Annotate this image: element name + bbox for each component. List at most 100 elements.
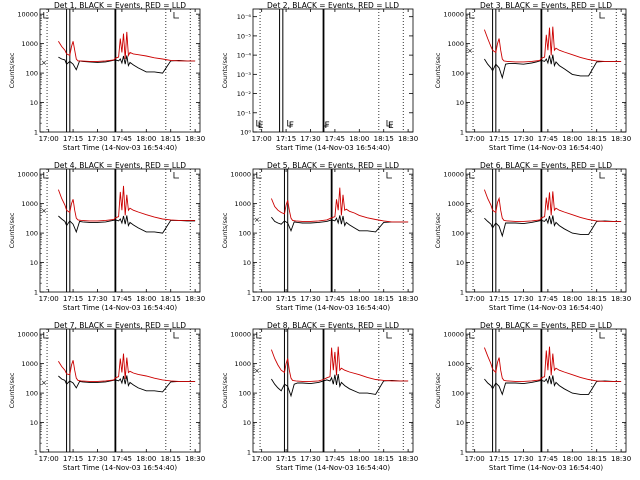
- panel-det-6: Det 6, BLACK = Events, RED = LLD × 17:00 17…: [434, 161, 631, 312]
- panel-title: Det 5, BLACK = Events, RED = LLD: [267, 161, 399, 170]
- x-tick-label: 18:30: [611, 135, 631, 143]
- flag-marker: [256, 120, 262, 127]
- y-tick-label: 10: [456, 99, 464, 107]
- y-axis-label: Counts/sec: [8, 52, 16, 88]
- x-tick-label: 17:00: [465, 135, 485, 143]
- x-tick-label: 18:00: [349, 455, 369, 463]
- y-tick-label: 10000: [443, 171, 464, 179]
- x-axis-label: Start Time (14-Nov-03 16:54:40): [63, 304, 177, 312]
- flag-marker: [323, 120, 329, 127]
- series-line-lld: [58, 353, 196, 382]
- x-axis-label: Start Time (14-Nov-03 16:54:40): [489, 304, 603, 312]
- series-line-lld: [483, 189, 622, 222]
- plot-frame: [252, 168, 414, 293]
- x-tick-label: 17:30: [87, 295, 107, 303]
- start-marker: ×: [41, 379, 47, 387]
- panel-title: Det 8, BLACK = Events, RED = LLD: [267, 321, 399, 330]
- x-tick-label: 17:15: [276, 135, 296, 143]
- start-marker: ×: [467, 365, 473, 373]
- y-tick-label: 10⁻²: [237, 90, 252, 98]
- y-tick-label: 10: [30, 99, 38, 107]
- x-tick-label: 17:45: [112, 455, 132, 463]
- y-tick-label: 10: [243, 259, 251, 267]
- x-tick-label: 17:30: [513, 455, 533, 463]
- y-tick-label: 10: [456, 419, 464, 427]
- x-tick-label: 18:00: [562, 295, 582, 303]
- x-tick-label: 17:45: [538, 295, 558, 303]
- series-line-lld: [483, 26, 622, 63]
- y-tick-label: 10000: [17, 331, 38, 339]
- y-tick-label: 100: [452, 230, 464, 238]
- plot-frame: [252, 328, 414, 453]
- y-axis-label: Counts/sec: [434, 52, 442, 88]
- y-tick-label: 10000: [230, 331, 251, 339]
- x-tick-label: 17:15: [63, 135, 83, 143]
- panel-title: Det 3, BLACK = Events, RED = LLD: [480, 1, 612, 10]
- series-line-lld: [270, 346, 409, 382]
- panel-det-7: Det 7, BLACK = Events, RED = LLD × 17:00 17…: [8, 321, 205, 472]
- flag-marker: [173, 172, 179, 179]
- y-tick-label: 10000: [443, 331, 464, 339]
- x-tick-label: 17:00: [252, 135, 272, 143]
- x-tick-label: 17:00: [39, 135, 59, 143]
- x-tick-label: 17:45: [112, 295, 132, 303]
- y-tick-label: 100: [26, 70, 38, 78]
- y-tick-label: 10: [30, 259, 38, 267]
- flag-marker: [386, 332, 392, 339]
- x-axis-label: Start Time (14-Nov-03 16:54:40): [489, 464, 603, 472]
- x-tick-label: 17:45: [538, 455, 558, 463]
- x-tick-label: 17:45: [538, 135, 558, 143]
- y-axis-label: Counts/sec: [221, 372, 229, 408]
- y-tick-label: 10: [30, 419, 38, 427]
- x-tick-label: 18:15: [374, 135, 394, 143]
- flag-marker: [43, 332, 49, 339]
- series-line-events: [271, 215, 409, 233]
- x-tick-label: 18:15: [161, 295, 181, 303]
- x-axis-label: Start Time (14-Nov-03 16:54:40): [63, 464, 177, 472]
- flag-marker: [599, 12, 605, 19]
- panel-title: Det 4, BLACK = Events, RED = LLD: [54, 161, 186, 170]
- y-tick-label: 10: [243, 419, 251, 427]
- plot-frame: [465, 328, 627, 453]
- x-tick-label: 17:30: [513, 295, 533, 303]
- x-tick-label: 18:00: [136, 455, 156, 463]
- y-tick-label: 10⁻⁵: [237, 32, 252, 40]
- flag-marker: [173, 12, 179, 19]
- y-tick-label: 1000: [234, 200, 251, 208]
- x-axis-label: Start Time (14-Nov-03 16:54:40): [63, 144, 177, 152]
- flag-marker: [469, 172, 475, 179]
- y-tick-label: 1000: [447, 40, 464, 48]
- x-tick-label: 17:30: [300, 455, 320, 463]
- plot-frame: [252, 8, 414, 133]
- x-tick-label: 17:45: [112, 135, 132, 143]
- x-tick-label: 17:45: [325, 455, 345, 463]
- x-tick-label: 17:00: [465, 295, 485, 303]
- plot-frame: [465, 168, 627, 293]
- series-line-lld: [483, 346, 622, 382]
- plot-frame: [39, 8, 201, 133]
- x-tick-label: 18:15: [161, 135, 181, 143]
- flag-marker: [43, 172, 49, 179]
- x-tick-label: 18:30: [185, 295, 205, 303]
- y-tick-label: 1000: [447, 360, 464, 368]
- start-marker: ×: [41, 207, 47, 215]
- x-tick-label: 17:30: [300, 295, 320, 303]
- y-tick-label: 100: [452, 70, 464, 78]
- x-tick-label: 18:30: [185, 455, 205, 463]
- y-tick-label: 1000: [21, 200, 38, 208]
- y-tick-label: 1000: [21, 360, 38, 368]
- flag-marker-label: E: [258, 121, 264, 131]
- panel-det-9: Det 9, BLACK = Events, RED = LLD × 17:00 17…: [434, 321, 631, 472]
- x-tick-label: 18:00: [349, 295, 369, 303]
- y-tick-label: 1: [34, 289, 38, 297]
- series-line-lld: [58, 31, 196, 62]
- x-tick-label: 17:30: [513, 135, 533, 143]
- flag-marker: [469, 332, 475, 339]
- x-axis-label: Start Time (14-Nov-03 16:54:40): [276, 304, 390, 312]
- x-axis-label: Start Time (14-Nov-03 16:54:40): [276, 144, 390, 152]
- y-tick-label: 1: [247, 449, 251, 457]
- x-tick-label: 18:00: [562, 135, 582, 143]
- x-tick-label: 17:15: [63, 455, 83, 463]
- flag-marker: [386, 120, 392, 127]
